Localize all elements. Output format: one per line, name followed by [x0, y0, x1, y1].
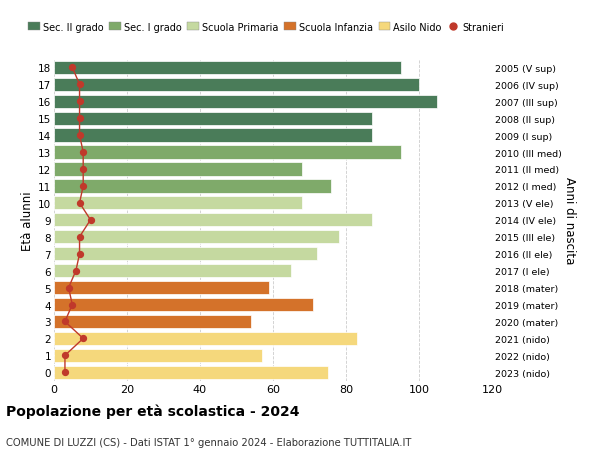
Bar	[54, 281, 269, 295]
Point	[75, 234, 85, 241]
Bar	[54, 78, 419, 92]
Point	[75, 81, 85, 89]
Point	[75, 251, 85, 258]
Bar	[54, 112, 371, 125]
Bar	[54, 95, 437, 108]
Bar	[54, 197, 302, 210]
Text: Popolazione per età scolastica - 2024: Popolazione per età scolastica - 2024	[6, 404, 299, 419]
Point	[75, 200, 85, 207]
Point	[79, 166, 88, 173]
Bar	[54, 264, 291, 278]
Point	[79, 335, 88, 342]
Point	[60, 318, 70, 325]
Point	[60, 352, 70, 359]
Point	[86, 217, 95, 224]
Bar	[54, 62, 401, 75]
Bar	[54, 214, 371, 227]
Bar	[54, 298, 313, 312]
Point	[67, 64, 77, 72]
Bar	[54, 349, 262, 362]
Point	[71, 268, 81, 275]
Bar	[54, 315, 251, 328]
Bar	[54, 366, 328, 379]
Point	[64, 284, 73, 291]
Bar	[54, 332, 357, 345]
Bar	[54, 146, 401, 159]
Point	[75, 132, 85, 140]
Point	[60, 369, 70, 376]
Bar	[54, 230, 338, 244]
Point	[75, 115, 85, 123]
Point	[79, 183, 88, 190]
Bar	[54, 180, 331, 193]
Text: COMUNE DI LUZZI (CS) - Dati ISTAT 1° gennaio 2024 - Elaborazione TUTTITALIA.IT: COMUNE DI LUZZI (CS) - Dati ISTAT 1° gen…	[6, 437, 412, 447]
Point	[75, 98, 85, 106]
Y-axis label: Età alunni: Età alunni	[21, 190, 34, 250]
Bar	[54, 163, 302, 176]
Bar	[54, 247, 317, 261]
Bar	[54, 129, 371, 142]
Point	[79, 149, 88, 157]
Y-axis label: Anni di nascita: Anni di nascita	[563, 177, 575, 264]
Point	[67, 301, 77, 308]
Legend: Sec. II grado, Sec. I grado, Scuola Primaria, Scuola Infanzia, Asilo Nido, Stran: Sec. II grado, Sec. I grado, Scuola Prim…	[28, 23, 504, 33]
